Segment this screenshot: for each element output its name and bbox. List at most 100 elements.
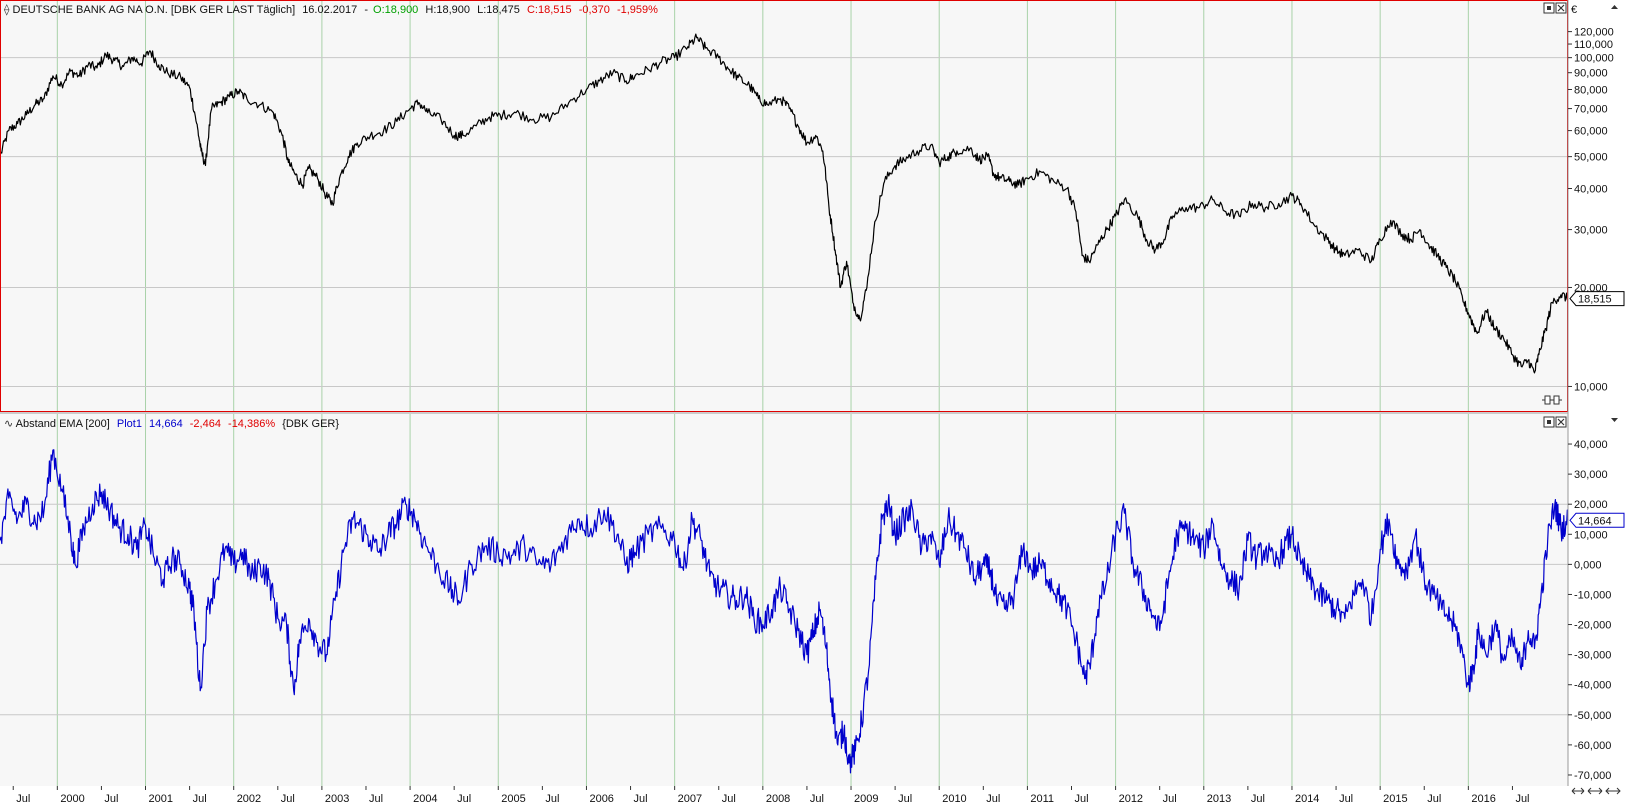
xtick-label-13: 2006: [589, 793, 613, 805]
shrink-icon[interactable]: [1605, 787, 1621, 795]
x-axis: Jul 2000 Jul 2001 Jul 2002 Jul 2003 Jul 2004 Jul 20…: [12, 786, 1530, 805]
ytick-top-label-3: 90,000: [1574, 68, 1608, 80]
bottom-last-value-marker: 14,664: [1569, 512, 1625, 528]
top-last-value-label: 18,515: [1578, 294, 1612, 306]
xtick-label-22: Jul: [986, 793, 1000, 805]
top-change: -0,370: [579, 4, 610, 16]
ytick-bottom-label-11: -70,000: [1574, 770, 1611, 782]
xtick-label-18: Jul: [810, 793, 824, 805]
bottom-panel-controls: [1543, 416, 1618, 428]
ytick-bottom-label-3: 10,000: [1574, 529, 1608, 541]
bottom-plot-name: Plot1: [117, 418, 142, 430]
bottom-panel-header: ∿ Abstand EMA [200] Plot1 14,664 -2,464 …: [4, 418, 339, 430]
top-close: C:18,515: [527, 4, 572, 16]
xtick-label-31: 2015: [1383, 793, 1407, 805]
top-horizontal-grid: [0, 57, 1568, 387]
xtick-label-15: 2007: [678, 793, 702, 805]
ytick-top-label-4: 80,000: [1574, 85, 1608, 97]
top-panel-controls: [1543, 2, 1618, 14]
xtick-label-16: Jul: [722, 793, 736, 805]
bottom-change: -2,464: [190, 418, 221, 430]
ytick-bottom-label-7: -30,000: [1574, 650, 1611, 662]
xtick-label-28: Jul: [1251, 793, 1265, 805]
bottom-change-pct: -14,386%: [228, 418, 275, 430]
xtick-label-14: Jul: [634, 793, 648, 805]
top-restore-button[interactable]: [1543, 2, 1555, 14]
xtick-label-6: Jul: [281, 793, 295, 805]
xtick-label-26: Jul: [1163, 793, 1177, 805]
bottom-title: Abstand EMA [200]: [16, 418, 110, 430]
bottom-symbol: {DBK GER}: [282, 418, 339, 430]
indicator-series-line: [0, 449, 1569, 774]
ytick-bottom-label-4: 0,000: [1574, 559, 1602, 571]
xtick-label-12: Jul: [545, 793, 559, 805]
scroll-left-right-icon[interactable]: [1571, 787, 1585, 795]
xtick-label-20: Jul: [898, 793, 912, 805]
currency-label: €: [1571, 4, 1577, 16]
xtick-label-11: 2005: [501, 793, 525, 805]
axis-bg: [1568, 0, 1627, 811]
xtick-label-34: Jul: [1515, 793, 1529, 805]
ytick-top-label-5: 70,000: [1574, 104, 1608, 116]
xtick-label-24: Jul: [1074, 793, 1088, 805]
xtick-label-17: 2008: [766, 793, 790, 805]
ytick-bottom-label-0: 40,000: [1574, 439, 1608, 451]
xtick-label-21: 2010: [942, 793, 966, 805]
ytick-bottom-label-2: 20,000: [1574, 499, 1608, 511]
xaxis-bg: [0, 786, 1568, 811]
ytick-top-label-2: 100,000: [1574, 53, 1614, 65]
top-date: 16.02.2017: [302, 4, 357, 16]
scroll-up-icon[interactable]: [1611, 5, 1618, 9]
xtick-label-1: 2000: [60, 793, 84, 805]
xtick-label-32: Jul: [1427, 793, 1441, 805]
xtick-label-29: 2014: [1295, 793, 1319, 805]
ytick-bottom-label-8: -40,000: [1574, 680, 1611, 692]
ytick-top-label-11: 10,000: [1574, 381, 1608, 393]
bottom-plot-value: 14,664: [149, 418, 183, 430]
xtick-label-27: 2013: [1207, 793, 1231, 805]
xtick-label-25: 2012: [1119, 793, 1143, 805]
ytick-bottom-label-10: -60,000: [1574, 740, 1611, 752]
bottom-panel-bg: [0, 414, 1568, 786]
scroll-down-icon[interactable]: [1611, 418, 1618, 422]
xtick-label-7: 2003: [325, 793, 349, 805]
expand-icon[interactable]: [1587, 787, 1603, 795]
xtick-label-33: 2016: [1471, 793, 1495, 805]
bottom-close-button[interactable]: [1555, 416, 1567, 428]
xtick-label-30: Jul: [1339, 793, 1353, 805]
xtick-label-3: 2001: [149, 793, 173, 805]
xtick-label-23: 2011: [1030, 793, 1054, 805]
top-change-pct: -1,959%: [617, 4, 658, 16]
bottom-restore-button[interactable]: [1543, 416, 1555, 428]
ytick-top-label-0: 120,000: [1574, 27, 1614, 39]
xtick-label-5: 2002: [237, 793, 261, 805]
bottom-y-axis: 40,000 30,000 20,000 10,000 0,000 -10,000 -20,…: [1568, 439, 1611, 782]
xaxis-scroll-controls: [1571, 787, 1621, 795]
ytick-bottom-label-1: 30,000: [1574, 469, 1608, 481]
top-high: H:18,900: [425, 4, 470, 16]
price-series-line: [0, 33, 1569, 374]
top-vertical-grid: [56, 0, 1469, 412]
bottom-last-value-label: 14,664: [1578, 515, 1612, 527]
ytick-bottom-label-9: -50,000: [1574, 710, 1611, 722]
xtick-label-0: Jul: [16, 793, 30, 805]
top-last-value-marker: 18,515: [1569, 291, 1625, 307]
xtick-label-2: Jul: [104, 793, 118, 805]
xtick-label-8: Jul: [369, 793, 383, 805]
top-low: L:18,475: [477, 4, 520, 16]
ytick-top-label-6: 60,000: [1574, 126, 1608, 138]
indicator-icon: ∿: [4, 418, 16, 430]
top-panel-header: ⟠ DEUTSCHE BANK AG NA O.N. [DBK GER LAST…: [4, 4, 658, 16]
top-panel-bg: [0, 0, 1568, 412]
bottom-horizontal-grid: [0, 503, 1568, 716]
ytick-top-label-7: 50,000: [1574, 152, 1608, 164]
xtick-label-10: Jul: [457, 793, 471, 805]
top-close-button[interactable]: [1555, 2, 1567, 14]
ytick-bottom-label-6: -20,000: [1574, 620, 1611, 632]
zoom-handle-icon[interactable]: [1542, 395, 1562, 405]
top-open: O:18,900: [373, 4, 418, 16]
xtick-label-9: 2004: [413, 793, 437, 805]
ytick-top-label-1: 110,000: [1574, 39, 1613, 51]
chart-icon: ⟠: [4, 4, 13, 16]
